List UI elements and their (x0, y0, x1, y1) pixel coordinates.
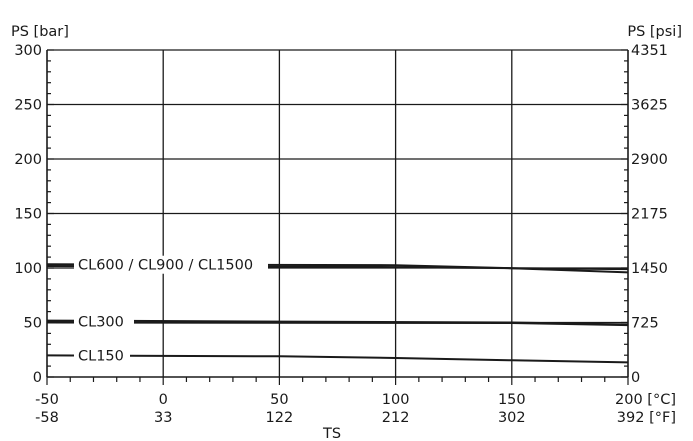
x-tick-label-celsius: 200 [°C] (615, 392, 676, 408)
y-axis-right-title: PS [psi] (627, 24, 682, 40)
y-tick-label-right: 2175 (631, 207, 668, 223)
x-tick-label-celsius: 100 (382, 392, 410, 408)
x-tick-label-celsius: -50 (35, 392, 59, 408)
x-tick-label-fahrenheit: 122 (266, 410, 294, 426)
y-tick-label-left: 200 (14, 152, 42, 168)
y-tick-label-right: 4351 (631, 43, 668, 59)
y-tick-label-left: 300 (14, 43, 42, 59)
y-tick-label-left: 0 (33, 370, 42, 386)
series-line (46, 354, 629, 364)
series-label: CL150 (78, 348, 124, 364)
y-tick-label-right: 3625 (631, 98, 668, 114)
x-tick-label-fahrenheit: 302 (498, 410, 526, 426)
y-tick-label-left: 150 (14, 207, 42, 223)
y-axis-left-title: PS [bar] (11, 24, 69, 40)
x-tick-label-fahrenheit: 33 (154, 410, 172, 426)
y-tick-label-left: 50 (24, 316, 42, 332)
series-lines (46, 263, 629, 364)
x-tick-label-fahrenheit: 212 (382, 410, 410, 426)
series-label: CL600 / CL900 / CL1500 (78, 258, 253, 274)
y-tick-label-left: 100 (14, 261, 42, 277)
x-axis-title: TS (322, 426, 341, 441)
series-label-bg (74, 312, 134, 331)
series-label: CL300 (78, 314, 124, 330)
series-label-bg (74, 255, 268, 274)
y-tick-label-right: 2900 (631, 152, 668, 168)
x-tick-label-celsius: 50 (270, 392, 288, 408)
series-labels: CL600 / CL900 / CL1500 CL300 CL150 (74, 255, 268, 365)
x-tick-label-celsius: 150 (498, 392, 526, 408)
x-tick-label-celsius: 0 (159, 392, 168, 408)
grid-lines (47, 49, 628, 377)
y-tick-label-left: 250 (14, 98, 42, 114)
tick-labels: 0 50 100 150 200 250 300 0 725 1450 2175 2900 3625 43… (14, 43, 676, 426)
y-tick-label-right: 1450 (631, 261, 668, 277)
y-tick-label-right: 725 (631, 316, 659, 332)
x-tick-label-fahrenheit: 392 [°F] (617, 410, 676, 426)
y-tick-label-right: 0 (631, 370, 640, 386)
x-tick-label-fahrenheit: -58 (35, 410, 59, 426)
axes (46, 49, 629, 385)
series-label-bg (74, 346, 130, 365)
series-line (46, 321, 629, 327)
